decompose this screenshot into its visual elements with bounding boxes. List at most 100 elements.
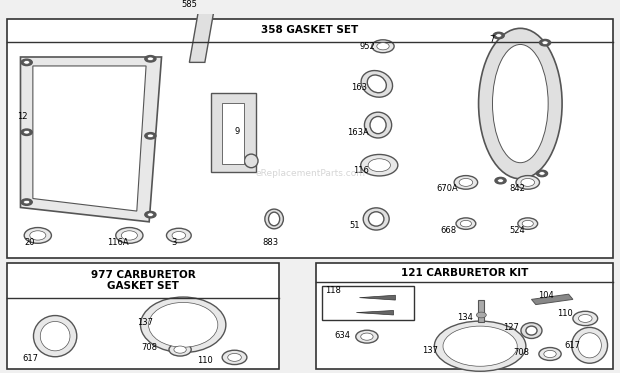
Bar bbox=[322, 285, 414, 320]
Circle shape bbox=[476, 312, 486, 318]
Ellipse shape bbox=[521, 323, 542, 338]
Ellipse shape bbox=[435, 321, 526, 371]
Circle shape bbox=[454, 176, 477, 189]
Circle shape bbox=[24, 200, 30, 204]
Circle shape bbox=[24, 60, 30, 64]
Text: 110: 110 bbox=[197, 356, 213, 365]
Circle shape bbox=[578, 314, 592, 322]
Circle shape bbox=[516, 176, 539, 189]
Circle shape bbox=[169, 343, 191, 356]
Circle shape bbox=[377, 43, 389, 50]
Text: 134: 134 bbox=[457, 313, 473, 322]
Polygon shape bbox=[189, 0, 223, 62]
Bar bbox=[211, 93, 255, 172]
Circle shape bbox=[356, 330, 378, 343]
Circle shape bbox=[368, 159, 391, 172]
Circle shape bbox=[145, 132, 156, 139]
Ellipse shape bbox=[365, 112, 392, 138]
Text: 668: 668 bbox=[440, 226, 456, 235]
Text: 358 GASKET SET: 358 GASKET SET bbox=[262, 25, 358, 35]
Text: 116A: 116A bbox=[107, 238, 129, 247]
Circle shape bbox=[222, 350, 247, 364]
Circle shape bbox=[539, 348, 561, 360]
Circle shape bbox=[21, 59, 32, 66]
Polygon shape bbox=[360, 295, 396, 300]
Circle shape bbox=[542, 41, 548, 44]
Circle shape bbox=[361, 154, 398, 176]
Text: 104: 104 bbox=[538, 291, 554, 300]
Ellipse shape bbox=[443, 326, 517, 366]
Text: 524: 524 bbox=[509, 226, 525, 235]
Text: 7: 7 bbox=[489, 35, 495, 44]
Text: 670A: 670A bbox=[437, 184, 459, 193]
Circle shape bbox=[518, 218, 538, 229]
Text: 137: 137 bbox=[423, 346, 438, 355]
Circle shape bbox=[493, 32, 504, 39]
Text: 977 CARBURETOR
GASKET SET: 977 CARBURETOR GASKET SET bbox=[91, 270, 195, 291]
Circle shape bbox=[495, 34, 502, 37]
Text: 842: 842 bbox=[509, 184, 525, 193]
Ellipse shape bbox=[368, 212, 384, 226]
Ellipse shape bbox=[149, 303, 218, 347]
Circle shape bbox=[539, 172, 545, 175]
Polygon shape bbox=[33, 66, 146, 211]
Ellipse shape bbox=[265, 209, 283, 229]
Text: 121 CARBURETOR KIT: 121 CARBURETOR KIT bbox=[401, 267, 528, 278]
Circle shape bbox=[361, 333, 373, 340]
Ellipse shape bbox=[370, 116, 386, 134]
Circle shape bbox=[174, 346, 186, 353]
Ellipse shape bbox=[33, 316, 77, 357]
Circle shape bbox=[573, 311, 598, 326]
Text: 585: 585 bbox=[181, 0, 197, 9]
Circle shape bbox=[521, 178, 534, 186]
Circle shape bbox=[460, 220, 471, 227]
Ellipse shape bbox=[572, 327, 608, 363]
Text: 163: 163 bbox=[352, 83, 368, 92]
Text: 708: 708 bbox=[513, 348, 529, 357]
Text: 137: 137 bbox=[137, 318, 153, 327]
Circle shape bbox=[122, 231, 138, 240]
Text: 9: 9 bbox=[234, 127, 240, 136]
Bar bbox=[7, 263, 279, 369]
Bar bbox=[222, 103, 244, 164]
Circle shape bbox=[145, 211, 156, 218]
Circle shape bbox=[495, 178, 506, 184]
Circle shape bbox=[116, 228, 143, 243]
Circle shape bbox=[536, 170, 547, 177]
Text: 883: 883 bbox=[262, 238, 278, 247]
Circle shape bbox=[456, 218, 476, 229]
Circle shape bbox=[148, 134, 154, 138]
Circle shape bbox=[30, 231, 46, 240]
Circle shape bbox=[145, 56, 156, 62]
Ellipse shape bbox=[268, 212, 280, 226]
Circle shape bbox=[172, 232, 185, 239]
Text: 163A: 163A bbox=[347, 128, 369, 137]
Ellipse shape bbox=[361, 70, 392, 97]
Text: 617: 617 bbox=[565, 341, 581, 350]
Polygon shape bbox=[20, 57, 162, 222]
Text: 634: 634 bbox=[335, 331, 351, 340]
Circle shape bbox=[21, 199, 32, 205]
Ellipse shape bbox=[492, 44, 548, 163]
Ellipse shape bbox=[141, 297, 226, 352]
Circle shape bbox=[522, 220, 533, 227]
Text: 617: 617 bbox=[22, 354, 38, 363]
Circle shape bbox=[228, 354, 241, 361]
Bar bbox=[316, 263, 613, 369]
Circle shape bbox=[21, 129, 32, 135]
Polygon shape bbox=[531, 294, 573, 305]
Circle shape bbox=[148, 213, 154, 216]
Circle shape bbox=[24, 228, 51, 243]
Polygon shape bbox=[356, 310, 394, 315]
Text: 952: 952 bbox=[360, 41, 375, 51]
Text: 116: 116 bbox=[353, 166, 369, 175]
Text: 12: 12 bbox=[17, 113, 27, 122]
Circle shape bbox=[497, 179, 503, 182]
Ellipse shape bbox=[578, 333, 601, 358]
Bar bbox=[7, 19, 613, 258]
Circle shape bbox=[148, 57, 154, 60]
Text: eReplacementParts.com: eReplacementParts.com bbox=[255, 169, 365, 178]
Ellipse shape bbox=[526, 326, 537, 335]
Circle shape bbox=[459, 178, 472, 186]
Ellipse shape bbox=[479, 28, 562, 179]
